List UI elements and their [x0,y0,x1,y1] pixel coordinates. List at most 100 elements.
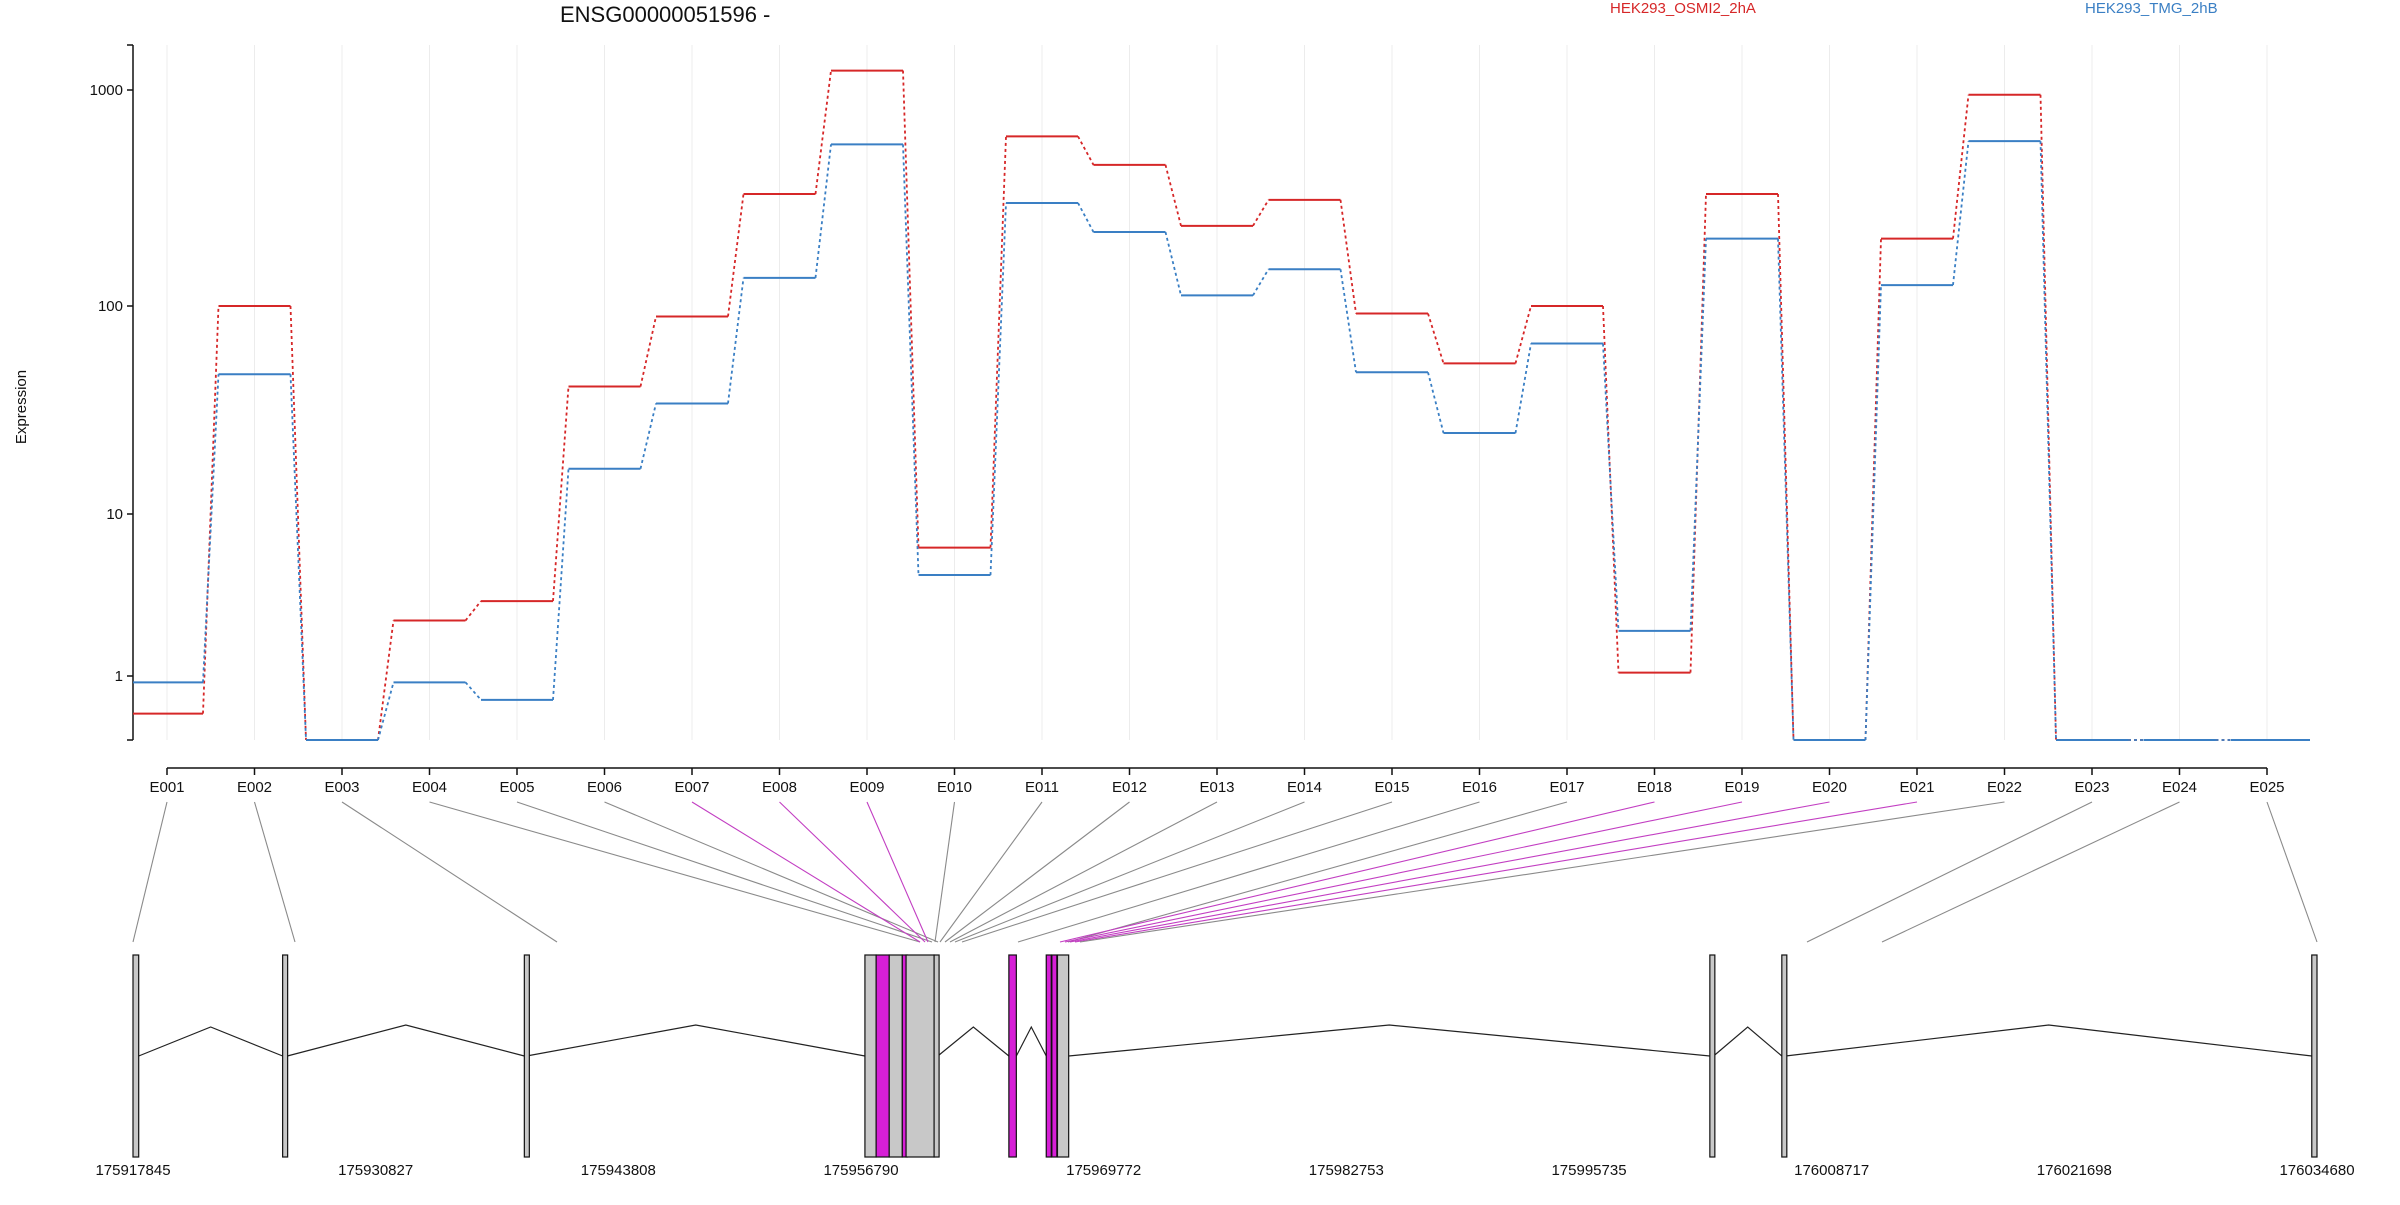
x-tick-label-e011: E011 [1025,779,1059,796]
x-tick-label-e007: E007 [674,779,709,796]
genomic-tick-label: 176034680 [2279,1162,2354,1179]
exon-box [523,954,530,1158]
step-connector [1164,164,1182,227]
exon-box-highlighted [1008,954,1017,1158]
genomic-tick-label: 176021698 [2037,1162,2112,1179]
step-connector [464,600,482,622]
genomic-tick-label: 175917845 [95,1162,170,1179]
x-tick-label-e015: E015 [1374,779,1409,796]
y-tick-label: 1 [115,668,123,685]
step-connector [202,374,220,683]
x-tick-label-e025: E025 [2249,779,2284,796]
connector-e009 [866,801,929,943]
exon-box [933,954,940,1158]
axes [127,44,2268,775]
step-connector [1427,313,1445,364]
connector-e005 [516,801,933,943]
legend-label-tmg: HEK293_TMG_2hB [2085,0,2218,17]
x-tick-label-e003: E003 [324,779,359,796]
exon-box [2311,954,2318,1158]
step-connector [1427,372,1445,434]
step-connector [727,193,745,317]
connector-e013 [949,801,1218,943]
exon-box [282,954,289,1158]
step-connector [989,202,1007,576]
x-tick-label-e013: E013 [1199,779,1234,796]
x-tick-label-e005: E005 [499,779,534,796]
step-connector [989,136,1007,548]
connector-e016 [1017,801,1480,943]
connector-e012 [944,801,1130,943]
step-connector [289,305,307,741]
exon-box [905,954,935,1158]
connector-e019 [1064,801,1743,943]
connector-e008 [779,801,926,943]
exon-box [132,954,140,1158]
step-connector [1252,199,1270,227]
exon-box [1056,954,1070,1158]
intron-line [937,1026,1010,1057]
genomic-tick-label: 175982753 [1309,1162,1384,1179]
step-connector [1602,305,1620,673]
intron-line [1785,1024,2312,1057]
connector-e015 [961,801,1393,943]
series-tmg [133,140,2310,741]
genomic-tick-label: 175969772 [1066,1162,1141,1179]
exon-box-highlighted [1045,954,1052,1158]
exon-box [1709,954,1716,1158]
intron-line [287,1024,525,1057]
tick-labels: 1 10 100 1000 E001 E002 E003 E004 E005 E006 E007 E0… [90,82,2285,796]
step-connector [1864,238,1882,741]
x-tick-label-e024: E024 [2162,779,2197,796]
step-connector [289,374,307,741]
step-connector [1777,193,1795,741]
step-connector [1952,94,1970,239]
connector-e021 [1074,801,1918,943]
genomic-tick-label: 176008717 [1794,1162,1869,1179]
x-tick-label-e006: E006 [587,779,622,796]
step-connector [1514,305,1532,364]
x-tick-label-e021: E021 [1899,779,1934,796]
intron-line [526,1024,866,1057]
exon-connector-lines [132,801,2318,943]
connector-e003 [341,801,558,943]
exon-box-highlighted [875,954,890,1158]
step-connector [1252,268,1270,296]
connector-e024 [1881,801,2180,943]
x-tick-label-e018: E018 [1637,779,1672,796]
grid-lines [166,45,2268,740]
step-connector [814,144,832,278]
step-connector [1952,141,1970,286]
x-tick-label-e020: E020 [1812,779,1847,796]
connector-e001 [132,801,168,943]
step-connector [377,620,395,741]
intron-line [138,1026,283,1057]
connector-e017 [1067,801,1568,943]
x-tick-label-e022: E022 [1987,779,2022,796]
genomic-tick-label: 175930827 [338,1162,413,1179]
x-tick-label-e010: E010 [937,779,972,796]
x-tick-label-e023: E023 [2074,779,2109,796]
x-tick-label-e017: E017 [1549,779,1584,796]
genomic-tick-label: 175943808 [581,1162,656,1179]
x-tick-label-e009: E009 [849,779,884,796]
step-connector [377,682,395,741]
exon-box [1781,954,1788,1158]
intron-line [1713,1026,1783,1057]
connector-e018 [1059,801,1655,943]
step-connector [814,70,832,195]
connector-e010 [934,801,956,943]
step-connector [1864,285,1882,741]
x-tick-label-e019: E019 [1724,779,1759,796]
intron-line [1068,1024,1710,1057]
connector-e002 [253,801,296,943]
connector-e022 [1079,801,2005,943]
x-tick-label-e014: E014 [1287,779,1322,796]
step-connector [639,316,657,387]
step-connector [1339,199,1357,314]
connector-e011 [939,801,1043,943]
x-tick-label-e001: E001 [149,779,184,796]
connector-e023 [1806,801,2093,943]
step-connector [1689,193,1707,673]
